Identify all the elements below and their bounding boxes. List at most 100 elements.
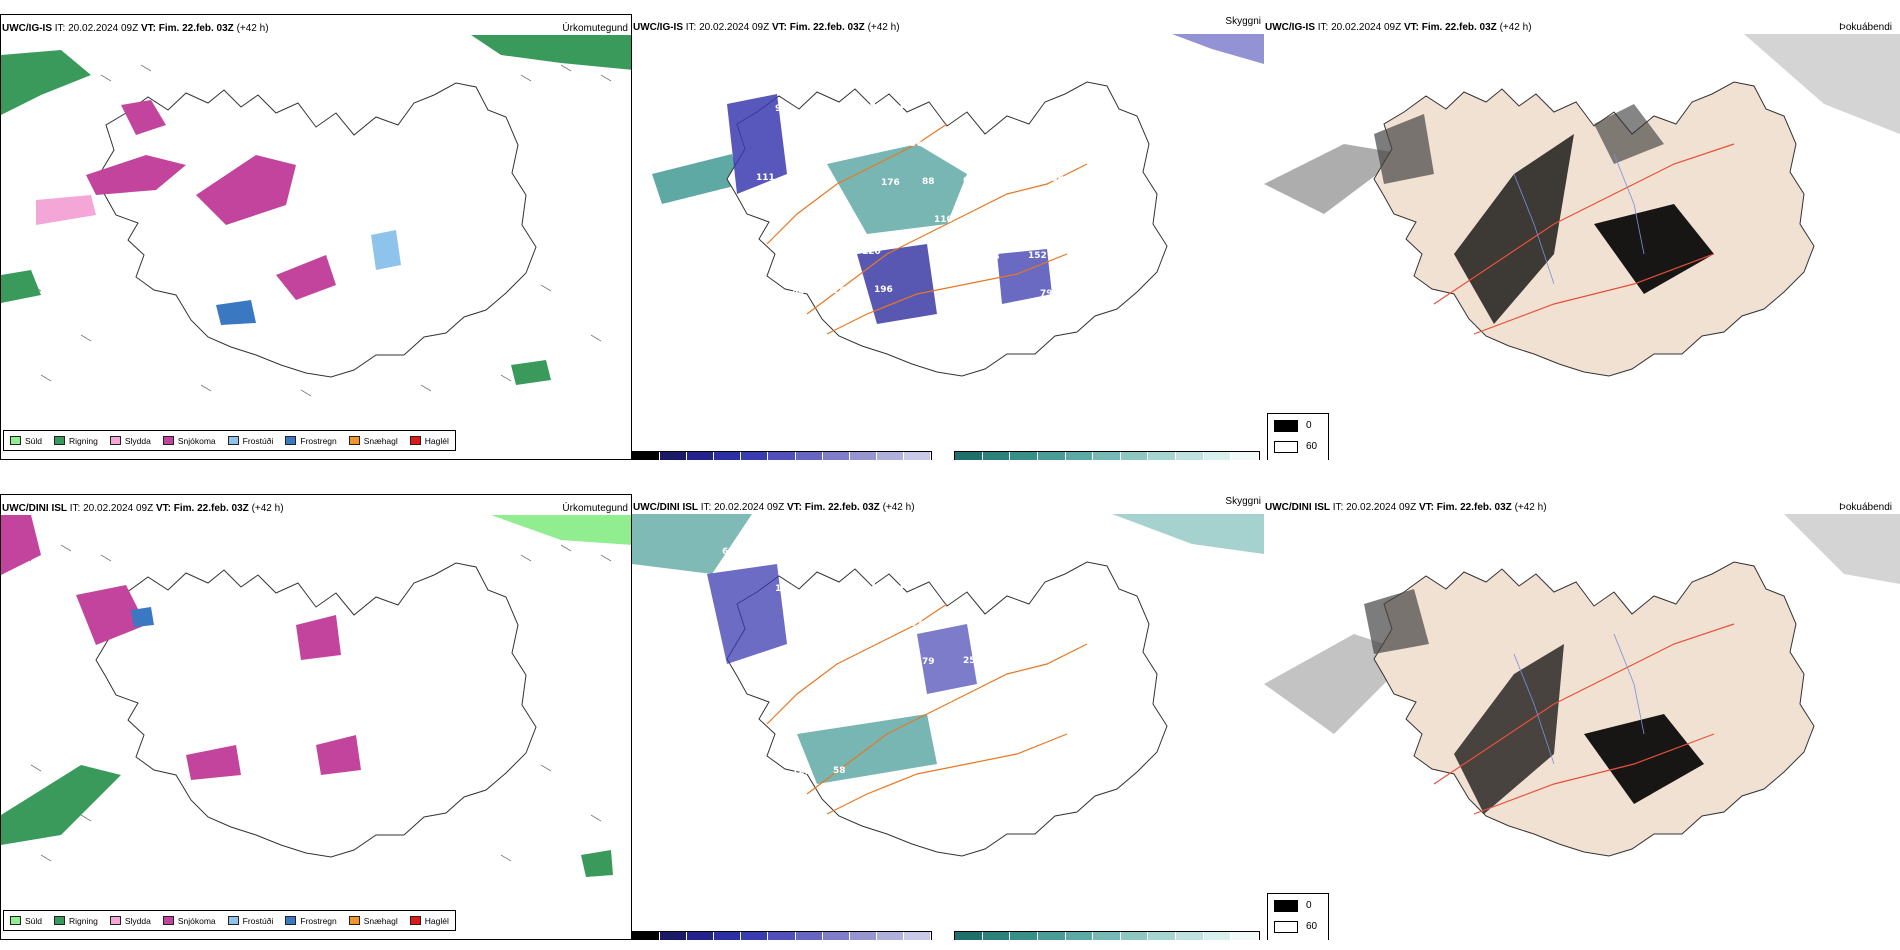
panel-title: UWC/DINI ISL IT: 20.02.2024 09Z VT: Fim.…: [1265, 502, 1547, 513]
legend-label: Slydda: [124, 435, 151, 446]
cloud-base-value-label: 255: [963, 656, 982, 666]
cloud-base-value-label: 171: [816, 103, 835, 113]
colorbar-segment: [1148, 932, 1177, 940]
colorbar-segment: [741, 932, 769, 940]
legend-item: Slydda: [109, 915, 151, 926]
cloud-base-value-label: 122: [927, 322, 946, 332]
cloud-base-value-label: 308: [1045, 174, 1064, 184]
panel-parameter: Úrkomutegund: [562, 23, 628, 34]
colorbar-segment: [1010, 932, 1038, 940]
cloud-base-value-label: 16: [951, 618, 964, 628]
cloud-base-value-label: 67: [780, 249, 793, 259]
legend-item: Snjókoma: [162, 915, 216, 926]
legend-swatch: [162, 916, 174, 925]
cloud-base-value-label: 177: [898, 101, 917, 111]
colorbar-segment: [876, 932, 904, 940]
cloud-base-value-label: 152: [1028, 251, 1047, 261]
cloud-base-value-label: 233: [934, 695, 953, 705]
legend-swatch: [109, 436, 121, 445]
cloud-base-value-label: 176: [881, 178, 900, 188]
cloud-base-map: 111 98 71 176 110 98 79 220 171 181 88 186 152 172 239…: [652, 34, 1264, 377]
fog-legend-label: 0: [1306, 420, 1312, 431]
legend-label: Rigning: [69, 435, 98, 446]
colorbar-segment: [633, 452, 661, 460]
precip-type-map: [1, 35, 631, 397]
cloud-base-value-label: 146: [816, 583, 835, 593]
legend-item: Haglél: [409, 916, 449, 926]
cloud-base-value-label: 76: [780, 729, 793, 739]
legend-swatch: [10, 916, 21, 925]
fog-legend-label: 0: [1306, 900, 1312, 911]
colorbar-segment: [849, 452, 877, 460]
fog-index-panel-bottom: UWC/DINI ISL IT: 20.02.2024 09Z VT: Fim.…: [1264, 494, 1900, 940]
cloud-base-value-label: 28: [833, 286, 846, 296]
legend-swatch: [348, 916, 360, 925]
precip-type-panel-bottom: UWC/DINI ISL IT: 20.02.2024 09Z VT: Fim.…: [0, 494, 632, 940]
legend-item: Frostregn: [285, 435, 337, 446]
fog-legend-swatch-white: [1274, 441, 1298, 453]
colorbar-segment: [1120, 932, 1149, 940]
cloud-base-value-label: 111: [763, 806, 782, 816]
legend-label: Súld: [25, 915, 43, 926]
legend-label: Súld: [25, 435, 43, 446]
panel-title: UWC/IG-IS IT: 20.02.2024 09Z VT: Fim. 22…: [633, 22, 900, 33]
legend-label: Rigning: [69, 915, 98, 926]
cloud-base-value-label: 196: [874, 285, 893, 295]
panel-parameter: Þokuábendi: [1839, 22, 1892, 33]
cloud-base-value-label: 120: [862, 247, 881, 257]
legend-swatch: [54, 436, 66, 445]
panel-parameter: Skyggni: [1225, 16, 1261, 27]
legend-label: Snjókoma: [177, 915, 216, 926]
cloud-base-value-label: 181: [869, 140, 888, 150]
precip-type-panel-top: UWC/IG-IS IT: 20.02.2024 09Z VT: Fim. 22…: [0, 14, 632, 460]
colorbar-segment: [1093, 932, 1121, 940]
legend-label: Frostregn: [300, 435, 337, 446]
legend-item: Frostúði: [227, 436, 273, 446]
legend-item: Frostregn: [285, 915, 337, 926]
fog-index-legend: 0 60: [1267, 413, 1329, 460]
cloud-base-value-label: 15: [727, 692, 740, 702]
cloud-base-value-label: 98: [886, 323, 899, 333]
legend-label: Frostregn: [300, 915, 337, 926]
colorbar-segment: [714, 932, 742, 940]
cloud-base-value-label: 13: [845, 804, 858, 814]
panel-parameter: Úrkomutegund: [562, 503, 628, 514]
legend-label: Snæhagl: [363, 915, 398, 926]
cloud-base-value-label: 107: [1004, 175, 1023, 185]
cloud-base-value-label: 84: [792, 287, 805, 297]
legend-swatch: [109, 916, 121, 925]
cloud-base-value-label: 147: [857, 582, 876, 592]
colorbar-segment: [1093, 452, 1121, 460]
cloud-base-value-label: 145: [727, 212, 746, 222]
legend-item: Snæhagl: [348, 436, 398, 446]
panel-title: UWC/DINI ISL IT: 20.02.2024 09Z VT: Fim.…: [633, 502, 915, 513]
fog-legend-swatch-black: [1274, 900, 1298, 912]
panel-title: UWC/DINI ISL IT: 20.02.2024 09Z VT: Fim.…: [2, 503, 284, 514]
cloud-base-value-label: 88: [922, 177, 935, 187]
colorbar-segment: [1037, 452, 1066, 460]
fog-index-legend: 0 60: [1267, 893, 1329, 940]
cloud-base-value-label: 70: [869, 620, 882, 630]
legend-item: Haglél: [409, 436, 449, 446]
cloud-base-value-label: 87: [881, 658, 894, 668]
colorbar-segment: [714, 452, 742, 460]
legend-item: Snæhagl: [348, 915, 398, 926]
cloud-base-value-label: 172: [751, 288, 770, 298]
colorbar-segment: [822, 932, 850, 940]
cloud-base-value-label: 79: [1040, 289, 1053, 299]
colorbar-segment: [1203, 932, 1232, 940]
legend-label: Slydda: [124, 915, 151, 926]
colorbar-segment: [1065, 932, 1094, 940]
cloud-base-value-label: 218: [857, 102, 876, 112]
colorbar-segment: [903, 932, 932, 940]
cloud-base-value-label: 220: [763, 326, 782, 336]
colorbar-segment: [903, 452, 932, 460]
cloud-base-value-label: 110: [934, 215, 953, 225]
cloud-base-value-label: 58: [833, 766, 846, 776]
cloud-base-value-label: 186: [975, 214, 994, 224]
colorbar-segment: [876, 452, 904, 460]
colorbar-segment: [687, 452, 715, 460]
cloud-base-value-label: 98: [987, 252, 1000, 262]
colorbar-segment: [822, 452, 850, 460]
panel-parameter: Skyggni: [1225, 496, 1261, 507]
